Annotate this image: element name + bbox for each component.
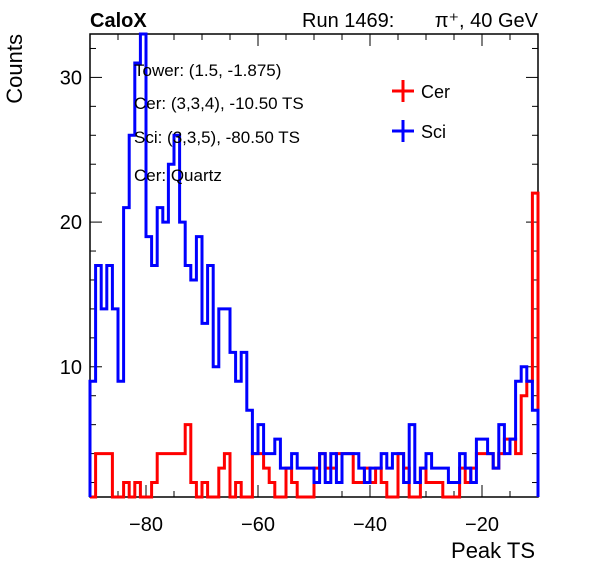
x-axis-label: Peak TS xyxy=(451,538,535,563)
legend: Cer Sci xyxy=(392,80,450,142)
histogram-series xyxy=(88,32,540,499)
x-tick-label: −80 xyxy=(129,514,163,536)
axis-ticks: −80 −60 −40 −20 10 20 30 xyxy=(60,34,539,536)
y-axis-label: Counts xyxy=(2,34,27,104)
x-tick-label: −60 xyxy=(241,514,275,536)
y-tick-label: 20 xyxy=(60,212,82,234)
header-particle: π⁺, 40 GeV xyxy=(435,10,539,32)
legend-cer-marker xyxy=(392,80,414,102)
series-sci-step xyxy=(88,32,540,497)
annotation-cer-type: Cer: Quartz xyxy=(134,166,222,185)
annotation-sci-channel: Sci: (3,3,5), -80.50 TS xyxy=(134,128,300,147)
legend-cer-label: Cer xyxy=(421,82,450,102)
x-tick-label: −20 xyxy=(465,514,499,536)
legend-sci-marker xyxy=(392,120,414,142)
y-tick-label: 30 xyxy=(60,67,82,89)
legend-sci-label: Sci xyxy=(421,122,446,142)
header-run: Run 1469: xyxy=(302,10,394,32)
y-tick-label: 10 xyxy=(60,357,82,379)
header-experiment: CaloX xyxy=(90,10,147,32)
annotation-tower: Tower: (1.5, -1.875) xyxy=(134,61,281,80)
x-tick-label: −40 xyxy=(353,514,387,536)
annotation-cer-channel: Cer: (3,3,4), -10.50 TS xyxy=(134,94,304,113)
